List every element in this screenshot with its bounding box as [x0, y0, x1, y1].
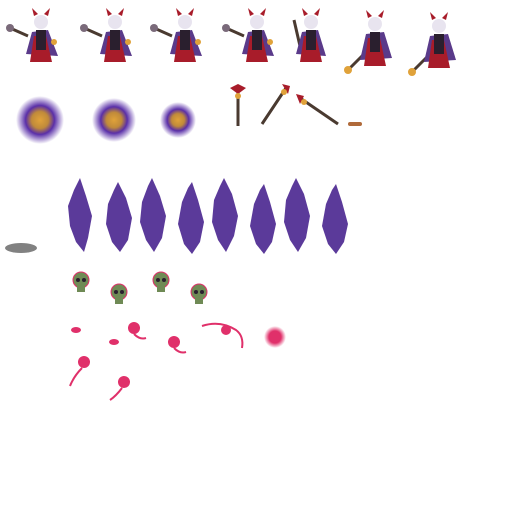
scepter-toss-frame-2	[256, 84, 292, 128]
scepter-toss-frame-4	[348, 120, 364, 128]
crimson-spirit-frame-1	[70, 326, 82, 334]
demon-sorcerer-frame-2	[78, 6, 140, 66]
shadow-orb-frame-2	[92, 98, 136, 142]
ground-shadow	[4, 242, 38, 254]
purple-flame-frame-4	[176, 182, 206, 254]
purple-flame-frame-7	[282, 178, 312, 252]
demon-sorcerer-frame-1	[4, 6, 66, 66]
crimson-spirit-frame-3	[126, 320, 148, 342]
purple-flame-frame-6	[248, 184, 278, 254]
scepter-toss-frame-3	[296, 94, 342, 128]
purple-flame-frame-8	[320, 184, 350, 254]
green-skull-frame-4	[190, 283, 208, 306]
demon-sorcerer-frame-6	[340, 10, 404, 80]
crimson-spirit-frame-5	[200, 320, 248, 350]
demon-sorcerer-frame-4	[220, 6, 282, 66]
purple-flame-frame-5	[210, 178, 240, 252]
green-skull-frame-3	[152, 271, 170, 294]
crimson-spirit-frame-8	[108, 374, 134, 402]
crimson-spirit-frame-6	[264, 326, 286, 348]
purple-flame-frame-1	[66, 178, 94, 252]
crimson-spirit-frame-7	[68, 354, 94, 388]
green-skull-frame-1	[72, 271, 90, 294]
shadow-orb-frame-1	[16, 96, 64, 144]
demon-sorcerer-frame-7	[404, 12, 468, 82]
crimson-spirit-frame-4	[166, 334, 188, 356]
demon-sorcerer-frame-3	[148, 6, 210, 66]
green-skull-frame-2	[110, 283, 128, 306]
purple-flame-frame-3	[138, 178, 168, 252]
crimson-spirit-frame-2	[108, 338, 120, 346]
shadow-orb-frame-3	[160, 102, 196, 138]
scepter-toss-frame-1	[226, 84, 250, 130]
purple-flame-frame-2	[104, 182, 134, 252]
demon-sorcerer-frame-5	[286, 6, 336, 66]
